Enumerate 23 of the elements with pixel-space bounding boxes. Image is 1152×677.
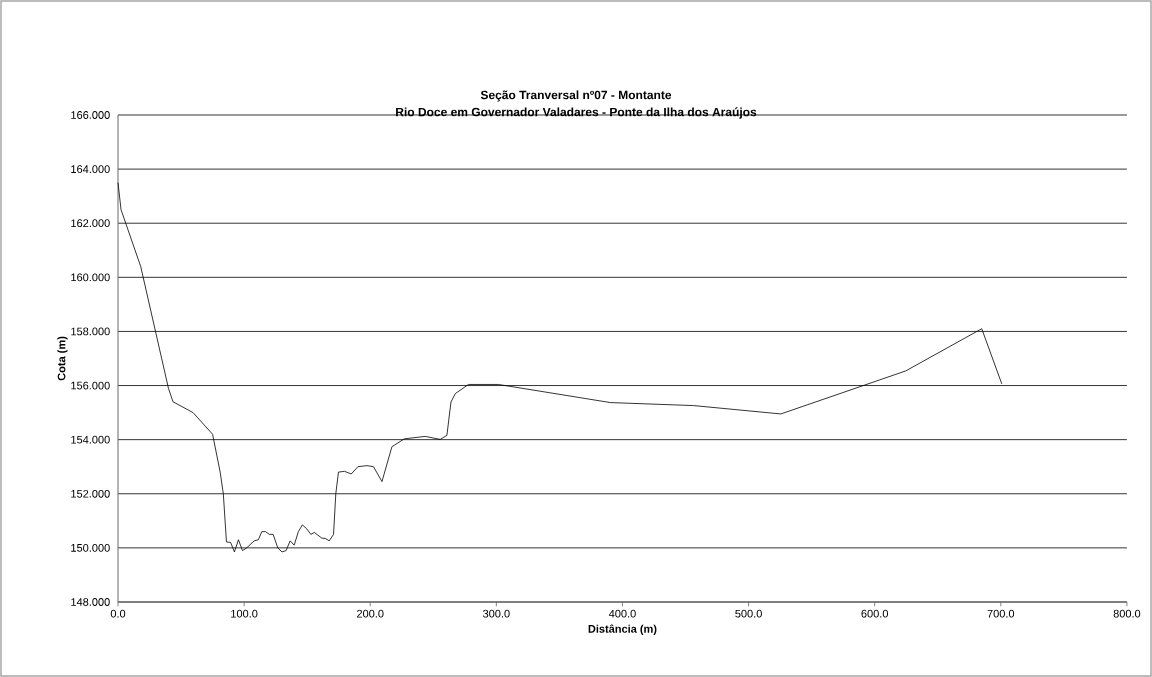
y-tick-label: 156.000 bbox=[71, 381, 110, 390]
x-tick-label: 700.0 bbox=[987, 609, 1015, 618]
x-tick-label: 400.0 bbox=[608, 609, 636, 618]
x-tick-label: 100.0 bbox=[231, 609, 258, 618]
x-tick-label: 600.0 bbox=[861, 609, 889, 618]
chart-subtitle: Rio Doce em Governador Valadares - Ponte da Ilha dos Araújos bbox=[396, 107, 757, 119]
y-tick-label: 160.000 bbox=[71, 273, 110, 282]
y-tick-label: 162.000 bbox=[71, 219, 110, 228]
y-tick-label: 148.000 bbox=[71, 598, 110, 606]
y-tick-label: 150.000 bbox=[71, 543, 110, 552]
x-tick-label: 300.0 bbox=[483, 609, 510, 618]
y-tick-label: 166.000 bbox=[71, 111, 110, 119]
x-tick-label: 0.0 bbox=[110, 609, 126, 618]
y-tick-label: 164.000 bbox=[71, 165, 110, 173]
y-tick-label: 158.000 bbox=[71, 327, 110, 336]
x-tick-label: 800.0 bbox=[1113, 609, 1141, 618]
x-tick-label: 500.0 bbox=[735, 609, 762, 618]
y-tick-label: 154.000 bbox=[71, 435, 110, 444]
x-tick-label: 200.0 bbox=[357, 609, 384, 618]
y-axis-title: Cota (m) bbox=[57, 336, 68, 381]
y-tick-label: 152.000 bbox=[71, 489, 110, 498]
chart-title: Seção Tranversal nº07 - Montante bbox=[480, 90, 672, 102]
x-axis-title: Distância (m) bbox=[588, 624, 657, 635]
